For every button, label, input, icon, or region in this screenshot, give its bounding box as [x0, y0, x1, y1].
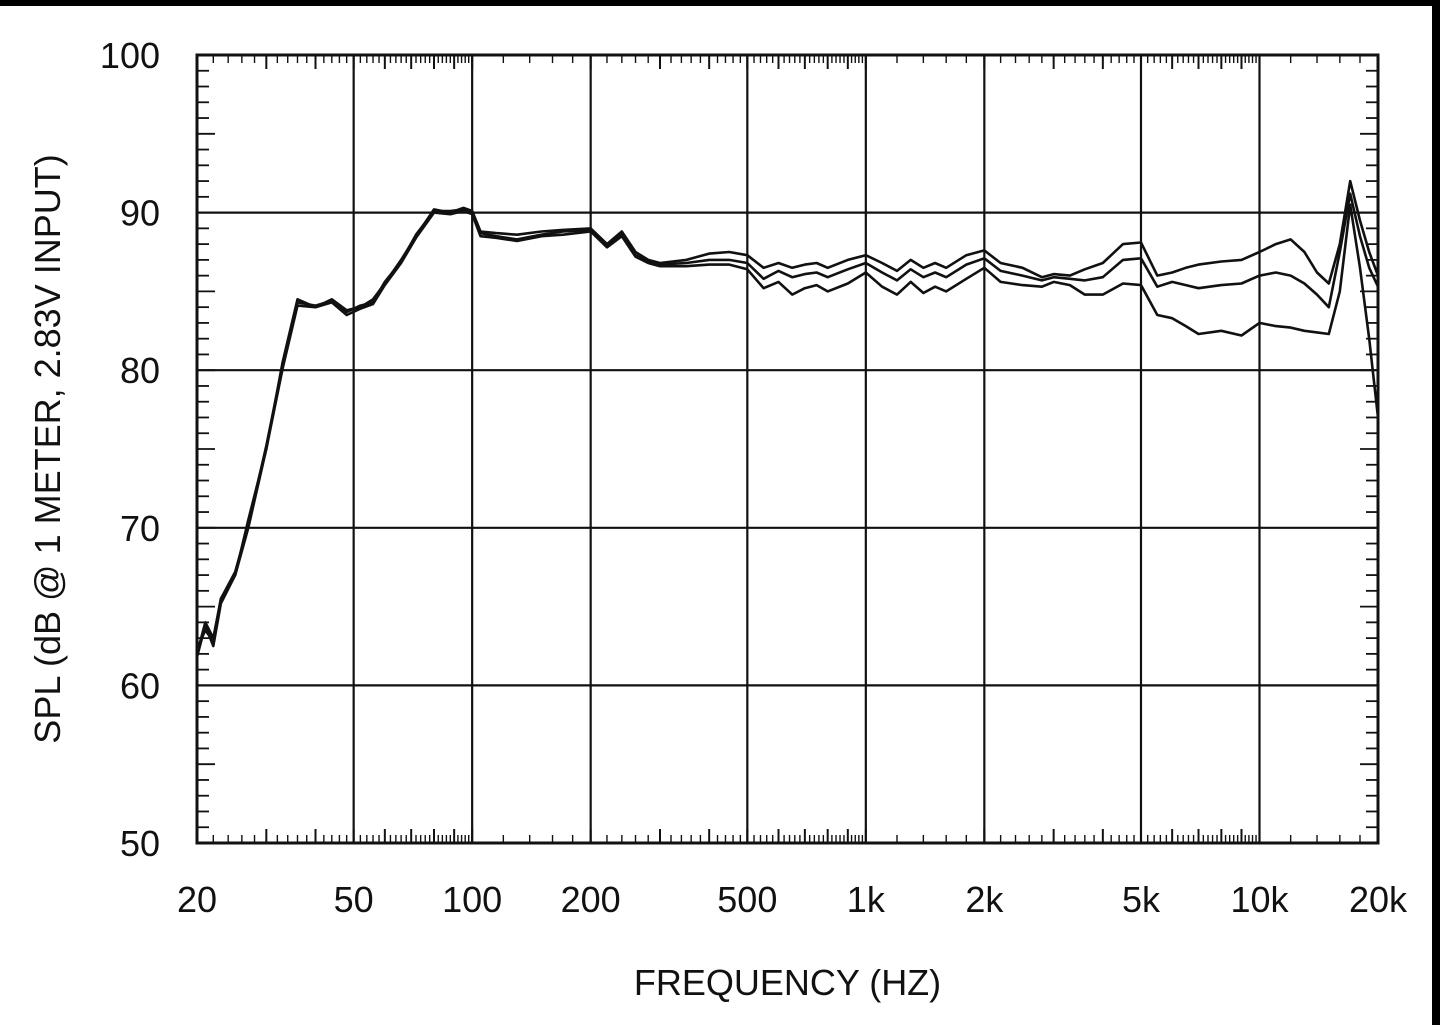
- x-tick-label: 20: [177, 879, 217, 920]
- y-tick-label: 50: [120, 823, 160, 864]
- plot-frame: [195, 53, 1380, 845]
- x-tick-label: 1k: [847, 879, 886, 920]
- x-tick-label: 20k: [1349, 879, 1408, 920]
- y-tick-label: 100: [100, 35, 160, 76]
- x-tick-label: 500: [717, 879, 777, 920]
- y-tick-labels: 50 60 70 80 90 100: [100, 35, 160, 864]
- y-tick-label: 80: [120, 350, 160, 391]
- series-group: [195, 179, 1380, 659]
- x-tick-label: 100: [442, 879, 502, 920]
- y-tick-label: 60: [120, 665, 160, 706]
- y-axis-title: SPL (dB @ 1 METER, 2.83V INPUT): [27, 154, 68, 743]
- x-tick-label: 50: [334, 879, 374, 920]
- x-tick-label: 5k: [1122, 879, 1161, 920]
- response-curve-2: [195, 192, 1380, 651]
- right-border: [1432, 0, 1440, 1025]
- x-axis-title: FREQUENCY (HZ): [634, 962, 941, 1003]
- y-tick-label: 90: [120, 193, 160, 234]
- x-tick-labels: 20 50 100 200 500 1k 2k 5k 10k 20k: [177, 879, 1408, 920]
- x-tick-label: 200: [561, 879, 621, 920]
- top-border: [0, 0, 1440, 6]
- response-curve-1: [195, 179, 1380, 656]
- grid-lines: [195, 53, 1380, 845]
- response-curve-3: [195, 203, 1380, 659]
- x-tick-label: 2k: [965, 879, 1004, 920]
- x-tick-label: 10k: [1230, 879, 1289, 920]
- y-tick-label: 70: [120, 508, 160, 549]
- minor-ticks: [196, 54, 1379, 844]
